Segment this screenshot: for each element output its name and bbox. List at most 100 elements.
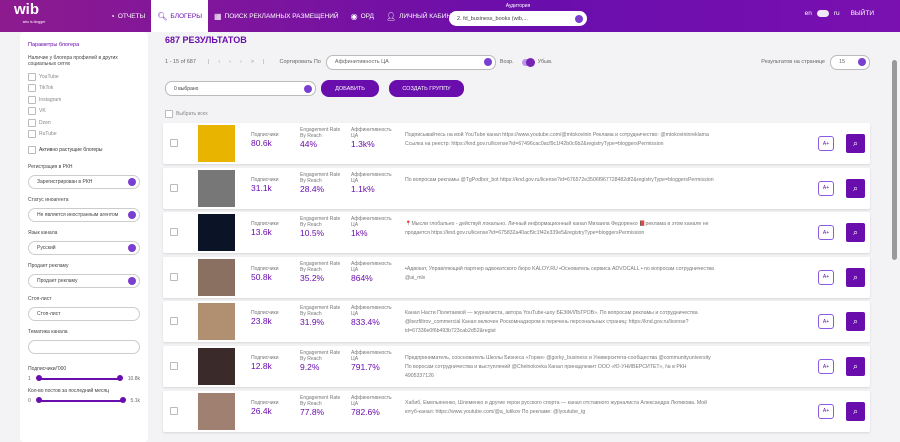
analyze-icon[interactable]: ⌕	[846, 401, 865, 421]
row-checkbox[interactable]	[170, 272, 178, 281]
row-checkbox[interactable]	[170, 406, 178, 415]
rkn-label: Регистрация в РКН	[28, 163, 73, 170]
audience-dropdown[interactable]: 2. fd_business_books (wib,...	[449, 11, 587, 26]
blogger-row: Подписчики 12.8k Engagement Rate By Reach…	[163, 346, 870, 387]
add-to-group-button[interactable]: A+	[818, 359, 834, 374]
blogger-avatar[interactable]	[198, 214, 235, 252]
row-checkbox[interactable]	[170, 139, 178, 147]
posts-slider[interactable]: 0 5.1k	[28, 397, 140, 404]
nav-bloggers[interactable]: 🔍︎ БЛОГЕРЫ	[151, 0, 208, 32]
add-to-group-button[interactable]: A+	[818, 136, 834, 151]
row-checkbox[interactable]	[170, 317, 178, 326]
analyze-icon[interactable]: ⌕	[846, 267, 865, 287]
analyze-icon[interactable]: ⌕	[846, 312, 865, 332]
analyze-icon[interactable]: ⌕	[846, 223, 865, 243]
top-nav: wib who is blogger ◔ ОТЧЕТЫ 🔍︎ БЛОГЕРЫ ▦ ПОИ…	[0, 0, 900, 32]
nav-account[interactable]: 👤︎ ЛИЧНЫЙ КАБИНЕТ	[385, 11, 460, 21]
stop-label: Стоп-лист	[28, 295, 52, 302]
row-checkbox[interactable]	[170, 183, 178, 192]
logo[interactable]: wib who is blogger	[14, 1, 46, 24]
blogger-row: Подписчики 13.6k Engagement Rate By Reach…	[163, 212, 870, 254]
blogger-row: Подписчики 26.4k Engagement Rate By Reach…	[163, 390, 870, 432]
agent-label: Статус иноагента	[28, 196, 69, 203]
add-to-group-button[interactable]: A+	[818, 269, 834, 285]
checkbox	[28, 118, 36, 127]
theme-input[interactable]	[28, 339, 140, 354]
rkn-select[interactable]: Зарегистрирован в РКН	[28, 174, 140, 189]
subs-label: Подписчики/'000	[28, 365, 67, 372]
subscribers-slider[interactable]: 1 10.8k	[28, 375, 140, 382]
stop-list-input[interactable]: Стоп-лист	[28, 306, 140, 321]
subscribers-stat: Подписчики 26.4k	[251, 399, 279, 416]
blogger-row: Подписчики 23.8k Engagement Rate By Reach…	[163, 301, 870, 343]
language-switch: en ru ВЫЙТИ	[804, 10, 874, 17]
blogger-description: Канал Насти Полетаевой — журналиста, авт…	[405, 310, 698, 335]
blogger-avatar[interactable]	[198, 258, 235, 296]
blogger-avatar[interactable]	[198, 169, 235, 207]
blogger-avatar[interactable]	[198, 392, 235, 430]
blogger-avatar[interactable]	[198, 348, 235, 385]
add-button[interactable]: ДОБАВИТЬ	[321, 80, 379, 97]
user-icon: 👤︎	[385, 11, 397, 21]
audience-selector: Аудитория 2. fd_business_books (wib,...	[449, 3, 587, 26]
network-checkbox[interactable]: VK	[28, 106, 140, 118]
growing-checkbox[interactable]: Активно растущие блогеры	[28, 144, 140, 156]
add-to-group-button[interactable]: A+	[818, 314, 834, 330]
affinity-stat: Аффинитивность ЦА 1.3k%	[351, 127, 392, 149]
checkbox	[28, 130, 36, 139]
network-checkbox[interactable]: Dzen	[28, 117, 140, 129]
eye-icon: ◉	[350, 11, 358, 21]
affinity-stat: Аффинитивность ЦА 782.6%	[351, 394, 392, 417]
blogger-row: Подписчики 50.8k Engagement Rate By Reach…	[163, 256, 870, 298]
language-select[interactable]: Русский	[28, 240, 140, 255]
slider-track[interactable]	[35, 375, 123, 381]
ads-select[interactable]: Продает рекламу	[28, 273, 140, 288]
selected-dropdown[interactable]: 0 выбрано	[165, 81, 316, 96]
sidebar-title: Параметры блогера	[28, 42, 80, 48]
language-toggle[interactable]	[816, 10, 829, 17]
chevron-down-icon	[128, 243, 136, 252]
filter-sidebar: Параметры блогера Наличие у блогера проф…	[20, 32, 148, 442]
chart-pie-icon: ◔	[110, 11, 115, 21]
create-group-button[interactable]: СОЗДАТЬ ГРУППУ	[389, 80, 464, 97]
network-checkbox[interactable]: Instagram	[28, 94, 140, 106]
sort-order-toggle[interactable]	[521, 57, 535, 67]
chevron-down-icon	[858, 58, 866, 66]
blogger-avatar[interactable]	[198, 125, 235, 162]
analyze-icon[interactable]: ⌕	[846, 357, 865, 376]
add-to-group-button[interactable]: A+	[818, 180, 834, 196]
affinity-stat: Аффинитивность ЦА 1k%	[351, 216, 392, 239]
nav-reports[interactable]: ◔ ОТЧЕТЫ	[110, 11, 146, 21]
row-checkbox[interactable]	[170, 228, 178, 237]
analyze-icon[interactable]: ⌕	[846, 178, 865, 198]
select-all-checkbox[interactable]: Выбрать всех	[165, 108, 208, 120]
network-checkbox[interactable]: RuTube	[28, 129, 140, 141]
row-checkbox[interactable]	[170, 362, 178, 370]
er-stat: Engagement Rate By Reach 44%	[300, 127, 341, 149]
chevron-down-icon	[128, 210, 136, 219]
nav-ord[interactable]: ◉ ОРД	[350, 11, 374, 21]
chevron-down-icon	[128, 276, 136, 285]
pagination-controls[interactable]: |‹‹›>|	[207, 59, 274, 65]
network-checkbox[interactable]: TikTok	[28, 83, 140, 95]
subscribers-stat: Подписчики 31.1k	[251, 176, 279, 193]
blogger-row: Подписчики 80.6k Engagement Rate By Reach…	[163, 123, 870, 164]
add-to-group-button[interactable]: A+	[818, 225, 834, 241]
logout-button[interactable]: ВЫЙТИ	[850, 10, 874, 17]
analyze-icon[interactable]: ⌕	[846, 134, 865, 153]
agent-select[interactable]: Не является иностранным агентом	[28, 207, 140, 222]
lang-label: Язык канала	[28, 229, 58, 236]
results-title: 687 РЕЗУЛЬТАТОВ	[165, 35, 247, 45]
affinity-stat: Аффинитивность ЦА 791.7%	[351, 350, 392, 372]
slider-track[interactable]	[35, 397, 126, 403]
nav-ad-search[interactable]: ▦ ПОИСК РЕКЛАМНЫХ РАЗМЕЩЕНИЙ	[213, 11, 339, 21]
sort-select[interactable]: Аффинитивность ЦА	[325, 54, 496, 70]
checkbox	[165, 109, 173, 118]
add-to-group-button[interactable]: A+	[818, 403, 834, 419]
profiles-label: Наличие у блогера профилей в других соци…	[28, 55, 118, 67]
affinity-stat: Аффинитивность ЦА 864%	[351, 260, 392, 283]
scrollbar[interactable]	[892, 60, 897, 260]
per-page-select[interactable]: 15	[830, 54, 870, 70]
blogger-avatar[interactable]	[198, 303, 235, 341]
network-checkbox[interactable]: YouTube	[28, 71, 140, 83]
